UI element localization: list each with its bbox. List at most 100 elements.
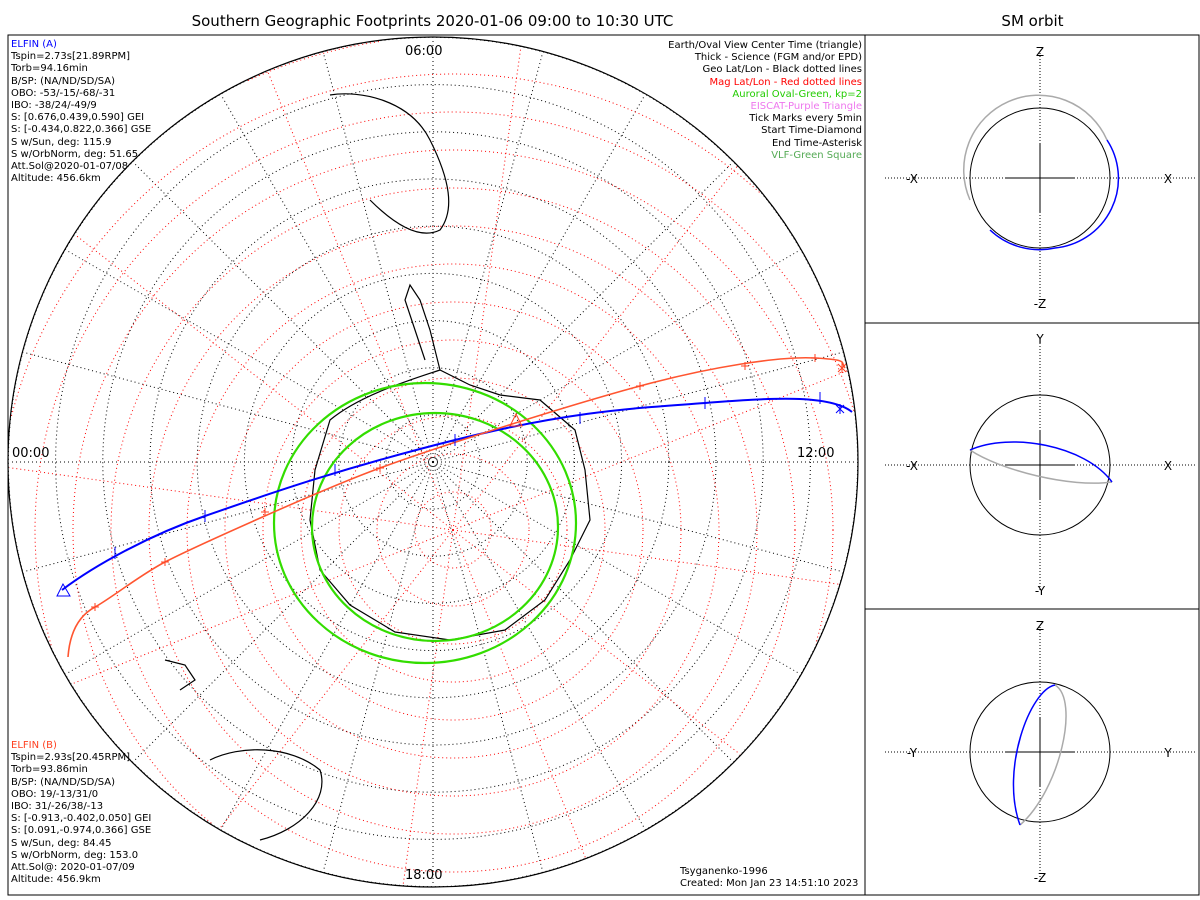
sm-orbit-title: SM orbit bbox=[1001, 12, 1064, 30]
sm-cross bbox=[1005, 143, 1075, 213]
geo-lon-line bbox=[432, 461, 801, 675]
mag-lon-line bbox=[452, 529, 741, 755]
sm-axis-label: -X bbox=[906, 459, 918, 473]
elfin-a-track bbox=[61, 397, 853, 591]
mag-lon-line bbox=[71, 529, 454, 685]
legend-item: Tick Marks every 5min bbox=[749, 113, 862, 125]
elfin-a-line: IBO: -38/24/-49/9 bbox=[11, 100, 97, 112]
geo-lat-circle bbox=[338, 367, 528, 557]
elfin-b-tick bbox=[376, 464, 384, 472]
elfin-a-line: OBO: -53/-15/-68/-31 bbox=[11, 87, 116, 99]
mag-lon-line bbox=[219, 529, 454, 829]
mag-lon-line bbox=[74, 234, 454, 531]
sm-frame bbox=[864, 34, 1200, 896]
elfin-b-line: Att.Sol@: 2020-01-07/09 bbox=[11, 862, 135, 874]
mag-lat-circle bbox=[224, 301, 682, 759]
elfin-b-line: B/SP: (NA/ND/SD/SA) bbox=[11, 776, 115, 788]
elfin-b-line: OBO: 19/-13/31/0 bbox=[11, 788, 99, 800]
elfin-a-line: B/SP: (NA/ND/SD/SA) bbox=[11, 75, 115, 87]
legend-item: End Time-Asterisk bbox=[771, 137, 862, 149]
geo-lon-line bbox=[132, 461, 434, 763]
time-label-1800: 18:00 bbox=[405, 868, 443, 883]
elfin-a-line: Att.Sol@2020-01-07/08 bbox=[11, 161, 129, 173]
geo-lon-line bbox=[23, 461, 434, 573]
legend-item: VLF-Green Square bbox=[771, 149, 862, 161]
elfin-b-line: S w/OrbNorm, deg: 153.0 bbox=[11, 849, 139, 861]
sm-axis-label: Y bbox=[1035, 332, 1044, 346]
plot-title: Southern Geographic Footprints 2020-01-0… bbox=[191, 12, 674, 30]
mag-lat-circle bbox=[11, 73, 762, 416]
time-label-1200: 12:00 bbox=[797, 446, 835, 461]
geo-lon-line bbox=[322, 461, 434, 872]
geo-lon-line bbox=[132, 161, 434, 463]
elfin-a-name: ELFIN (A) bbox=[11, 39, 57, 50]
mag-lon-line bbox=[267, 71, 454, 531]
auroral-oval-outer bbox=[272, 381, 578, 665]
elfin-b-tick bbox=[261, 508, 269, 516]
sm-axis-label: Z bbox=[1036, 619, 1044, 633]
geo-lat-circle bbox=[196, 225, 670, 699]
elfin-b-end-asterisk bbox=[837, 363, 847, 373]
footer: Tsyganenko-1996 Created: Mon Jan 23 14:5… bbox=[680, 866, 858, 890]
geo-lat-circle bbox=[385, 414, 481, 510]
model-label: Tsyganenko-1996 bbox=[680, 866, 768, 877]
auroral-oval-inner bbox=[310, 411, 560, 643]
elfin-a-line: S w/Sun, deg: 115.9 bbox=[11, 136, 112, 148]
elfin-b-tick bbox=[636, 382, 644, 390]
geo-lon-line bbox=[432, 461, 843, 573]
geo-lat-circle bbox=[291, 320, 575, 604]
sm-orbit-a bbox=[969, 441, 1113, 483]
elfin-b-track bbox=[67, 356, 846, 658]
sm-orbit-a bbox=[989, 139, 1120, 251]
elfin-b-line: Tspin=2.93s[20.45RPM] bbox=[11, 752, 131, 764]
elfin-a-line: S: [-0.434,0.822,0.366] GSE bbox=[11, 124, 152, 136]
sm-axis-label: X bbox=[1164, 459, 1172, 473]
continents bbox=[164, 93, 591, 841]
sm-orbit-b bbox=[969, 449, 1113, 484]
elfin-b-line: S: [-0.913,-0.402,0.050] GEI bbox=[11, 813, 152, 825]
geo-lon-line bbox=[432, 351, 843, 463]
legend-item: Thick - Science (FGM and/or EPD) bbox=[694, 52, 862, 64]
geo-lon-line bbox=[65, 461, 434, 675]
mag-lon-line bbox=[452, 166, 738, 531]
mag-lon-line bbox=[402, 529, 454, 886]
sm-axis-label: -Z bbox=[1034, 871, 1047, 885]
geo-lon-line bbox=[432, 94, 646, 463]
geo-lon-line bbox=[220, 94, 434, 463]
geo-lon-line bbox=[432, 461, 734, 763]
time-label-0600: 06:00 bbox=[405, 44, 443, 59]
elfin-b-tick bbox=[161, 558, 169, 566]
mag-lon-line bbox=[452, 47, 522, 531]
geo-lon-line bbox=[432, 161, 734, 463]
elfin-b-line: IBO: 31/-26/38/-13 bbox=[11, 801, 104, 813]
antarctica-coast bbox=[309, 369, 591, 641]
mag-lat-circle bbox=[186, 263, 720, 797]
sm-axis-label: Z bbox=[1036, 45, 1044, 59]
legend-item: Earth/Oval View Center Time (triangle) bbox=[668, 40, 862, 51]
geo-lat-circle bbox=[102, 131, 764, 793]
geo-lat-circle bbox=[7, 36, 859, 888]
sm-axis-label: -Y bbox=[1035, 584, 1046, 598]
peninsula-coast bbox=[404, 283, 441, 371]
mag-lat-circle bbox=[72, 149, 834, 824]
sm-axis-label: -X bbox=[906, 172, 918, 186]
elfin-a-info: ELFIN (A) Tspin=2.73s[21.89RPM] Torb=94.1… bbox=[11, 39, 151, 185]
legend-item: Auroral Oval-Green, kp=2 bbox=[732, 88, 862, 100]
mag-lon-line bbox=[8, 467, 454, 531]
geo-lon-line bbox=[432, 249, 801, 463]
elfin-a-end-asterisk bbox=[835, 404, 845, 414]
elfin-b-name: ELFIN (B) bbox=[11, 740, 57, 751]
south-america-coast bbox=[329, 93, 450, 234]
elfin-a-line: Tspin=2.73s[21.89RPM] bbox=[11, 51, 131, 63]
elfin-b-line: S w/Sun, deg: 84.45 bbox=[11, 837, 112, 849]
sm-axis-label: Y bbox=[1163, 746, 1172, 760]
elfin-a-line: Torb=94.16min bbox=[11, 63, 88, 75]
sm-axis-label: -Z bbox=[1034, 297, 1047, 311]
nz-coast bbox=[164, 659, 196, 691]
elfin-b-view-triangle bbox=[509, 412, 523, 427]
sm-cross bbox=[1005, 430, 1075, 500]
elfin-a-line: Altitude: 456.6km bbox=[11, 173, 101, 185]
elfin-b-tick bbox=[91, 603, 99, 611]
mag-lon-line bbox=[452, 370, 848, 531]
